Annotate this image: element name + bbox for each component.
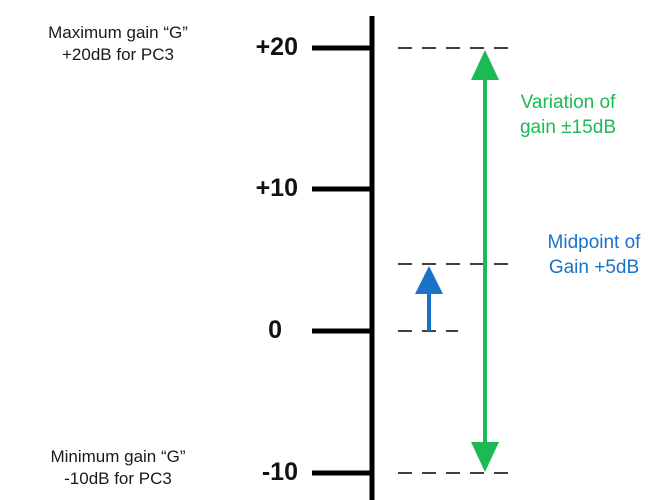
minimum-gain-note-line2: -10dB for PC3 <box>64 469 172 488</box>
minimum-gain-note: Minimum gain “G” -10dB for PC3 <box>8 446 228 490</box>
variation-arrow-up-head <box>471 50 499 80</box>
midpoint-annotation-line1: Midpoint of <box>547 232 641 253</box>
tick-label-0: 0 <box>268 316 282 344</box>
tick-label-20: +20 <box>255 33 298 61</box>
midpoint-annotation-line2: Gain +5dB <box>548 257 640 278</box>
tick-label-10: +10 <box>255 174 298 202</box>
maximum-gain-note-line2: +20dB for PC3 <box>62 45 174 64</box>
variation-annotation-line2: gain ±15dB <box>519 117 616 138</box>
maximum-gain-note: Maximum gain “G” +20dB for PC3 <box>8 22 228 66</box>
variation-arrow-down-head <box>471 442 499 472</box>
variation-annotation-line1: Variation of <box>520 92 616 113</box>
maximum-gain-note-line1: Maximum gain “G” <box>48 23 188 42</box>
variation-annotation: Variation of gain ±15dB <box>498 90 638 140</box>
midpoint-arrow-head <box>415 266 443 294</box>
minimum-gain-note-line1: Minimum gain “G” <box>50 447 186 466</box>
midpoint-annotation: Midpoint of Gain +5dB <box>528 230 660 280</box>
tick-label-minus-10: -10 <box>261 458 298 486</box>
